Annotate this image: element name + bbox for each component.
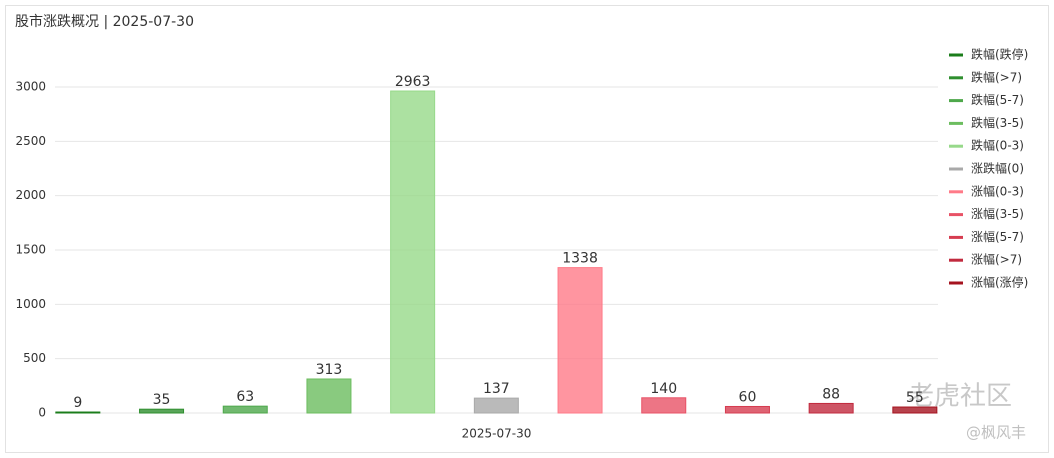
bar	[55, 411, 101, 414]
y-tick-label: 3000	[15, 80, 46, 94]
legend-label: 跌幅(>7)	[971, 69, 1022, 84]
x-tick-label: 2025-07-30	[462, 427, 532, 441]
value-label: 9	[73, 395, 82, 411]
legend-label: 涨幅(涨停)	[971, 275, 1028, 290]
legend-label: 跌幅(5-7)	[971, 92, 1024, 107]
legend-label: 涨幅(5-7)	[971, 229, 1024, 244]
card	[5, 5, 1049, 453]
value-label: 313	[316, 362, 343, 378]
y-tick-label: 500	[23, 351, 46, 365]
chart-title: 股市涨跌概况 | 2025-07-30	[15, 13, 194, 30]
bar	[139, 408, 185, 414]
bar	[557, 267, 603, 414]
legend-label: 涨幅(0-3)	[971, 183, 1024, 198]
watermark: 老虎社区	[908, 382, 1012, 412]
legend-label: 跌幅(跌停)	[971, 47, 1028, 62]
value-label: 1338	[562, 251, 598, 267]
bar	[306, 378, 352, 414]
value-label: 55	[906, 390, 924, 406]
value-label: 2963	[395, 74, 431, 90]
y-tick-label: 1000	[15, 297, 46, 311]
y-tick-label: 1500	[15, 243, 46, 257]
y-tick-label: 2500	[15, 134, 46, 148]
bar	[808, 402, 854, 414]
legend-label: 涨跌幅(0)	[971, 161, 1024, 176]
value-label: 63	[236, 389, 254, 405]
y-tick-label: 0	[38, 406, 46, 420]
value-label: 60	[739, 389, 757, 405]
value-label: 137	[483, 381, 510, 397]
y-tick-label: 2000	[15, 188, 46, 202]
value-label: 88	[822, 386, 840, 402]
legend-label: 涨幅(>7)	[971, 252, 1022, 267]
bar	[390, 90, 436, 414]
legend-label: 跌幅(0-3)	[971, 138, 1024, 153]
value-label: 35	[153, 392, 171, 408]
bar	[222, 405, 268, 414]
legend-label: 涨幅(3-5)	[971, 206, 1024, 221]
legend-label: 跌幅(3-5)	[971, 115, 1024, 130]
watermark-credit: @枫风丰	[966, 424, 1026, 442]
bar	[892, 406, 938, 414]
value-label: 140	[650, 381, 677, 397]
bar	[473, 397, 519, 414]
bar	[641, 397, 687, 414]
bar	[724, 405, 770, 414]
